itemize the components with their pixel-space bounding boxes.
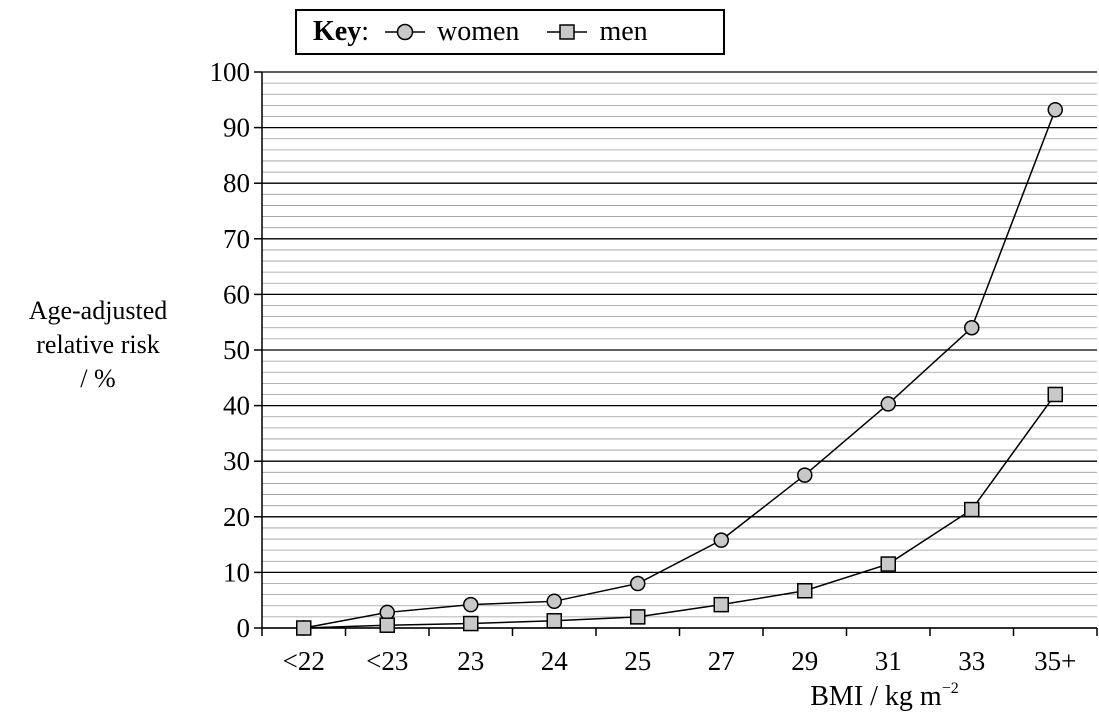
x-tick-label: 33 xyxy=(958,646,985,676)
data-point-men xyxy=(379,617,395,633)
data-point-men xyxy=(546,613,562,629)
data-point-men xyxy=(964,501,980,518)
y-tick-label: 0 xyxy=(237,613,251,643)
x-tick-label: <23 xyxy=(366,646,408,676)
y-tick-labels: 0 10 20 30 40 50 60 70 80 90 100 xyxy=(210,57,251,643)
y-axis-label-line-3: / % xyxy=(80,364,116,393)
series-men xyxy=(296,386,1063,636)
y-tick-label: 80 xyxy=(223,168,250,198)
x-tick-label: 27 xyxy=(708,646,735,676)
x-tick-label: 23 xyxy=(457,646,484,676)
x-axis-label: BMI / kg m−2 xyxy=(0,680,1099,713)
circle-marker-icon xyxy=(385,23,425,41)
y-tick-label: 10 xyxy=(223,557,250,587)
x-axis-label-text: BMI / kg m xyxy=(810,681,942,712)
data-point-women xyxy=(713,532,729,548)
y-tick-label: 30 xyxy=(223,446,250,476)
data-point-women xyxy=(379,604,395,621)
legend: Key : women men xyxy=(295,9,725,55)
data-point-women xyxy=(964,320,980,336)
data-point-men xyxy=(463,615,479,632)
legend-entry-women: women xyxy=(383,16,519,48)
data-point-women xyxy=(797,467,813,483)
x-tick-label: <22 xyxy=(283,646,325,676)
series-women xyxy=(296,102,1063,636)
data-point-women xyxy=(630,575,646,592)
legend-label-men: men xyxy=(599,16,648,47)
x-tick-labels: <22 <23 23 24 25 27 29 31 33 35+ xyxy=(283,646,1077,676)
x-tick-label: 35+ xyxy=(1034,646,1076,676)
y-tick-label: 60 xyxy=(223,279,250,309)
data-point-women xyxy=(880,396,896,412)
legend-label-women: women xyxy=(437,16,520,47)
y-tick-label: 50 xyxy=(223,335,250,365)
series-line-men xyxy=(303,394,1056,629)
data-point-men xyxy=(296,620,312,636)
y-axis-label-line-1: Age-adjusted xyxy=(28,296,168,325)
legend-title: Key xyxy=(313,16,362,47)
data-point-women xyxy=(1047,102,1063,118)
major-gridlines xyxy=(262,71,1097,629)
y-tick-label: 20 xyxy=(223,502,250,532)
y-tick-label: 90 xyxy=(223,113,250,143)
y-tick-label: 40 xyxy=(223,391,250,421)
x-tick-label: 31 xyxy=(875,646,902,676)
series-line-women xyxy=(303,109,1056,629)
data-point-men xyxy=(630,609,646,625)
square-marker-icon xyxy=(547,24,588,40)
y-axis-label-line-2: relative risk xyxy=(36,330,160,359)
data-series xyxy=(296,102,1063,636)
axes xyxy=(254,71,1098,636)
x-tick-label: 24 xyxy=(541,646,569,676)
y-tick-label: 70 xyxy=(223,224,250,254)
data-point-men xyxy=(713,596,729,613)
x-axis-label-exponent: −2 xyxy=(941,680,959,697)
x-tick-label: 29 xyxy=(791,646,818,676)
y-axis-label: Age-adjusted relative risk / % xyxy=(0,294,196,396)
x-tick-label: 25 xyxy=(624,646,651,676)
data-point-men xyxy=(880,556,896,572)
legend-entry-men: men xyxy=(545,16,648,48)
data-point-men xyxy=(1047,386,1063,403)
legend-separator: : xyxy=(361,16,369,47)
data-point-women xyxy=(546,593,562,610)
y-tick-label: 100 xyxy=(210,57,251,87)
data-point-women xyxy=(463,596,479,613)
data-point-men xyxy=(797,582,813,599)
